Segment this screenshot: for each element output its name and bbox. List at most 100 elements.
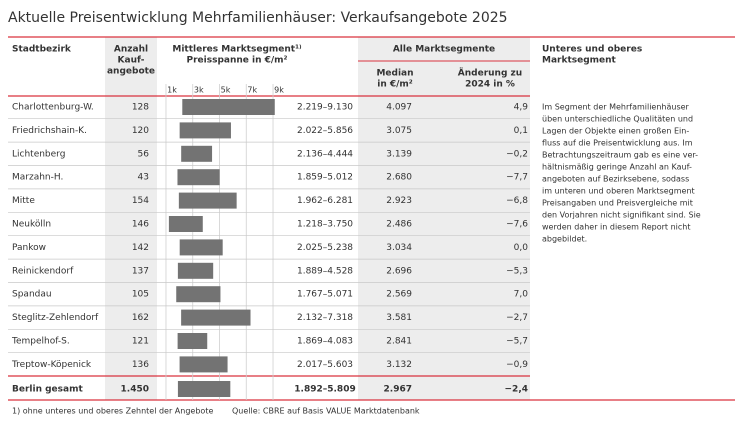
range-label: 1.869–4.083: [297, 337, 353, 347]
count: 142: [132, 243, 149, 253]
range-bar: [182, 99, 275, 115]
range-bar: [179, 122, 231, 139]
count: 128: [132, 103, 149, 113]
header-mid: Mittleres Marktsegment¹⁾: [172, 45, 302, 55]
header-all: Alle Marktsegmente: [393, 45, 495, 55]
range-label: 1.962–6.281: [297, 196, 353, 206]
change: −0,9: [506, 360, 528, 370]
median: 2.696: [386, 266, 412, 276]
range-label: 1.218–3.750: [297, 220, 353, 230]
count: 43: [138, 173, 149, 183]
median: 2.967: [384, 385, 412, 395]
change: −5,7: [506, 337, 528, 347]
range-label: 1.889–4.528: [297, 266, 353, 276]
change: −7,7: [506, 173, 528, 183]
range-label: 2.025–5.238: [297, 243, 353, 253]
x-tick-label: 1k: [167, 86, 177, 95]
note-line: Lagen der Objekte einen großen Ein-: [542, 127, 689, 136]
count: 121: [132, 337, 149, 347]
district: Marzahn-H.: [12, 173, 63, 183]
median: 2.680: [386, 173, 412, 183]
range-bar: [176, 286, 221, 303]
change: −6,8: [506, 196, 528, 206]
count: 137: [132, 266, 149, 276]
range-bar: [179, 239, 223, 256]
district: Tempelhof-S.: [11, 337, 70, 347]
all-segments-bg: [358, 37, 530, 400]
district: Charlottenburg-W.: [12, 103, 94, 113]
header-median: Median: [376, 69, 413, 79]
range-label: 2.132–7.318: [297, 313, 353, 323]
district: Mitte: [12, 196, 35, 206]
header-change: 2024 in %: [465, 80, 515, 90]
count-column-bg: [105, 37, 157, 400]
note-line: fluss auf die Preisentwicklung aus. Im: [542, 139, 693, 148]
district: Spandau: [12, 290, 52, 300]
header-district: Stadtbezirk: [12, 45, 72, 55]
range-bar: [177, 169, 220, 186]
district: Steglitz-Zehlendorf: [12, 313, 99, 323]
range-label: 2.022–5.856: [297, 126, 353, 136]
footnote: 1) ohne unteres und oberes Zehntel der A…: [12, 407, 213, 416]
note-line: im unteren und oberen Marktsegment: [542, 187, 695, 196]
note-line: Betrachtungszeitraum gab es eine ver-: [542, 151, 698, 160]
change: −7,6: [506, 220, 528, 230]
change: 0,0: [514, 243, 529, 253]
range-label: 1.892–5.809: [294, 385, 355, 395]
median: 3.075: [386, 126, 412, 136]
note-line: hältnismäßig geringe Anzahl an Kauf-: [542, 163, 692, 172]
header-change: Änderung zu: [458, 68, 522, 79]
x-tick-label: 7k: [247, 86, 257, 95]
district: Berlin gesamt: [12, 385, 83, 395]
x-tick-label: 5k: [221, 86, 231, 95]
change: 0,1: [514, 126, 528, 136]
note-line: abgebildet.: [542, 235, 587, 244]
change: −2,4: [505, 385, 528, 395]
median: 3.034: [386, 243, 412, 253]
district: Pankow: [12, 243, 46, 253]
note-line: werden daher in diesem Report nicht: [542, 223, 690, 232]
median: 2.923: [386, 196, 412, 206]
header-count: Kauf-: [118, 56, 145, 66]
district: Lichtenberg: [12, 149, 65, 159]
header-note: Unteres und oberes: [542, 45, 642, 55]
source: Quelle: CBRE auf Basis VALUE Marktdatenb…: [232, 407, 420, 416]
header-mid: Preisspanne in €/m²: [187, 56, 288, 66]
median: 3.132: [386, 360, 412, 370]
count: 146: [132, 220, 149, 230]
range-bar: [168, 216, 203, 232]
range-bar: [177, 333, 208, 349]
count: 105: [132, 290, 149, 300]
median: 2.486: [386, 220, 412, 230]
header-count: Anzahl: [114, 45, 148, 55]
median: 3.139: [386, 149, 412, 159]
header-note: Marktsegment: [542, 56, 617, 66]
range-label: 2.219–9.130: [297, 103, 353, 113]
median: 3.581: [386, 313, 412, 323]
header-median: in €/m²: [377, 80, 413, 90]
note-line: üben unterschiedliche Qualitäten und: [542, 115, 693, 124]
header-count: angebote: [107, 67, 155, 77]
count: 1.450: [121, 385, 149, 395]
district: Neukölln: [12, 220, 51, 230]
range-label: 2.136–4.444: [297, 149, 353, 159]
change: −2,7: [506, 313, 528, 323]
median: 2.841: [386, 337, 412, 347]
change: 4,9: [514, 103, 529, 113]
range-label: 1.859–5.012: [297, 173, 353, 183]
change: −0,2: [506, 149, 528, 159]
note-line: Im Segment der Mehrfamilienhäuser: [542, 103, 690, 112]
range-bar: [181, 309, 251, 326]
range-bar: [181, 145, 213, 162]
count: 162: [132, 313, 149, 323]
range-bar: [177, 262, 214, 279]
district: Treptow-Köpenick: [11, 360, 92, 370]
range-label: 2.017–5.603: [297, 360, 353, 370]
change: −5,3: [506, 266, 528, 276]
x-tick-label: 3k: [194, 86, 204, 95]
note-line: angeboten auf Bezirksebene, sodass: [542, 175, 689, 184]
count: 56: [138, 149, 150, 159]
range-bar: [177, 381, 231, 397]
range-bar: [179, 356, 228, 373]
